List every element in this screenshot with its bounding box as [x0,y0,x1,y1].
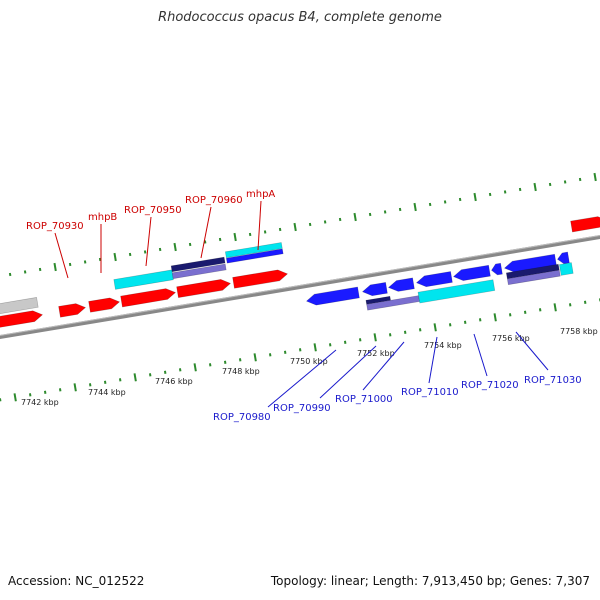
forward-gene-arrow [58,303,87,318]
axis-kbp-label: 7742 kbp [21,398,59,407]
topology-text: Topology: linear; Length: 7,913,450 bp; … [270,574,590,588]
reverse-gene-leader [319,345,377,399]
reverse-gene-leader [515,331,549,371]
upper-scale-tick [593,172,597,182]
lower-scale-tick [433,323,437,332]
reverse-gene-arrow [361,282,388,297]
forward-gene-leader [200,206,212,259]
lavender-feature-bar [506,269,561,286]
forward-gene-arrow [0,310,44,328]
lower-scale-tick [493,313,497,322]
reverse-gene-leader [362,341,405,391]
reverse-gene-leader [267,349,337,408]
upper-scale-tick [413,202,417,212]
upper-scale-tick [173,242,177,252]
reverse-gene-label: ROP_71010 [401,387,459,398]
genome-backbone-highlight [0,234,600,336]
lower-scale-tick [193,363,197,372]
reverse-gene-arrow [452,264,491,281]
forward-gene-label: mhpB [88,212,117,223]
axis-kbp-label: 7754 kbp [424,341,462,350]
accession-text: Accession: NC_012522 [8,574,145,588]
lavender-feature-bar [171,263,227,280]
dark-feature-bar [170,256,226,273]
lower-scale-tick [313,343,317,352]
lower-scale-tick [373,333,377,342]
forward-gene-label: ROP_70930 [26,221,84,232]
reverse-gene-arrow [415,271,453,288]
forward-gene-label: mhpA [246,189,275,200]
axis-kbp-label: 7746 kbp [155,377,193,386]
axis-kbp-label: 7748 kbp [222,367,260,376]
blue-feature-bar [225,248,284,264]
upper-scale-tick [293,222,297,232]
forward-gene-leader [257,200,262,251]
forward-gene-leader [54,232,69,279]
forward-gene-label: ROP_70960 [185,195,243,206]
upper-scale-tick [233,232,237,242]
cyan-feature-bar [113,269,174,290]
forward-gene-label: ROP_70950 [124,205,182,216]
genome-backbone [0,234,600,340]
reverse-gene-label: ROP_70980 [213,412,271,423]
reverse-gene-label: ROP_70990 [273,403,331,414]
forward-gene-arrow [570,216,600,233]
lower-scale-tick [133,373,137,382]
upper-scale-tick [353,212,357,222]
genome-title: Rhodococcus opacus B4, complete genome [158,10,442,25]
reverse-gene-label: ROP_71000 [335,394,393,405]
reverse-gene-label: ROP_71030 [524,375,582,386]
cyan-feature-bar [417,279,496,304]
lavender-feature-bar [366,295,420,311]
upper-scale-tick [53,262,57,272]
forward-gene-leader [145,216,152,267]
lower-scale-tick [553,303,557,312]
reverse-gene-arrow [305,286,360,306]
reverse-gene-arrow [491,262,503,276]
reverse-gene-leader [473,333,488,377]
grey-feature-bar [0,297,39,314]
lower-scale-tick [253,353,257,362]
reverse-gene-arrow [387,277,415,292]
axis-kbp-label: 7758 kbp [560,327,598,336]
upper-scale-tick [533,182,537,192]
axis-kbp-label: 7756 kbp [492,334,530,343]
forward-gene-arrow [120,288,177,308]
lower-scale-tick [13,393,17,402]
forward-gene-arrow [176,279,232,298]
axis-kbp-label: 7750 kbp [290,357,328,366]
reverse-gene-label: ROP_71020 [461,380,519,391]
axis-kbp-label: 7752 kbp [357,349,395,358]
forward-gene-arrow [232,269,289,289]
axis-kbp-label: 7744 kbp [88,388,126,397]
reverse-gene-leader [428,336,438,384]
forward-gene-arrow [88,297,121,313]
cyan-feature-bar [559,262,574,276]
reverse-gene-arrow [557,251,570,265]
lower-scale-tick [73,383,77,392]
cyan-feature-bar [224,242,283,259]
upper-scale-tick [473,192,477,202]
upper-scale-tick [113,252,117,262]
